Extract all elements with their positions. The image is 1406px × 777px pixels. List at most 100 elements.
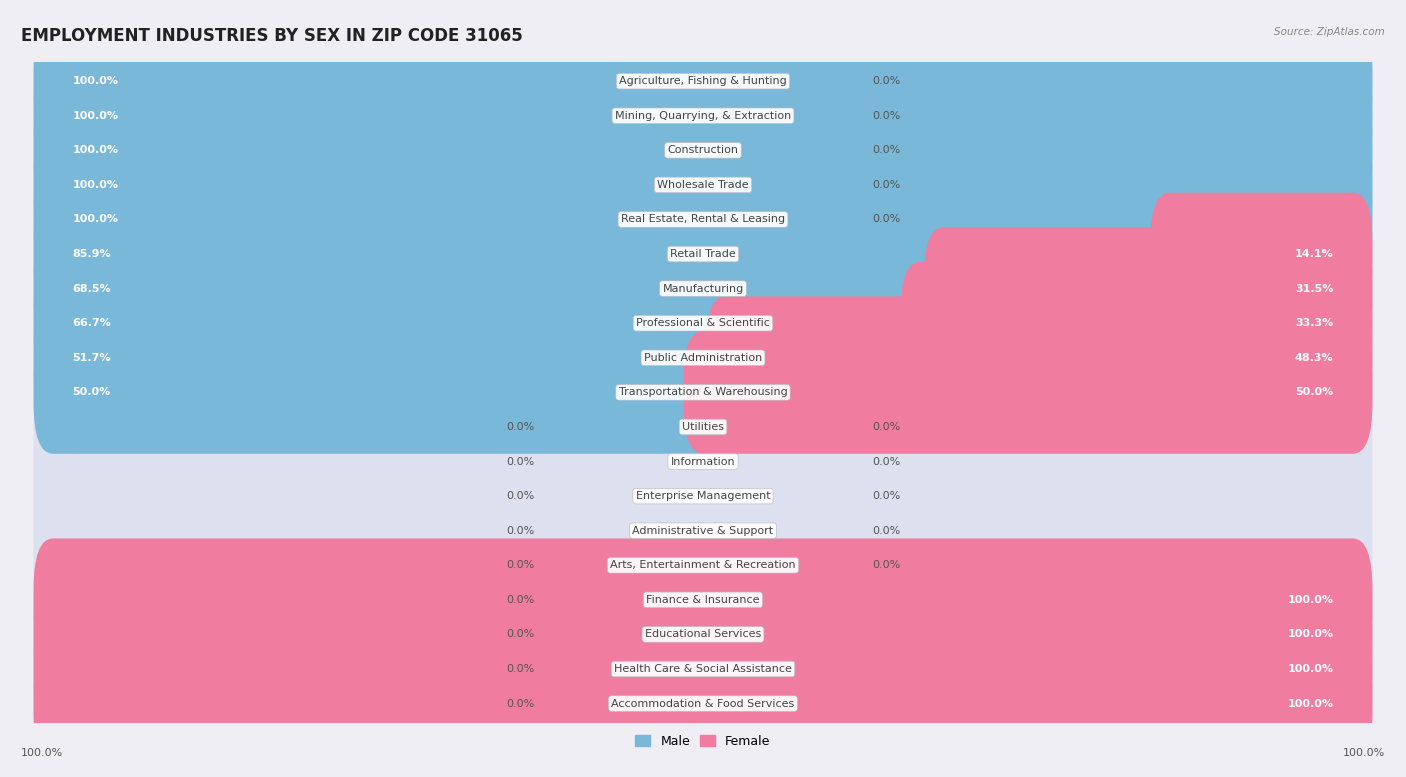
- FancyBboxPatch shape: [34, 193, 1189, 315]
- Text: 50.0%: 50.0%: [73, 388, 111, 397]
- FancyBboxPatch shape: [34, 538, 1372, 661]
- Text: 0.0%: 0.0%: [872, 111, 900, 120]
- FancyBboxPatch shape: [39, 446, 1367, 477]
- Text: 33.3%: 33.3%: [1295, 319, 1333, 328]
- Text: 0.0%: 0.0%: [506, 629, 534, 639]
- Text: 68.5%: 68.5%: [73, 284, 111, 294]
- Text: 50.0%: 50.0%: [1295, 388, 1333, 397]
- Text: Administrative & Support: Administrative & Support: [633, 526, 773, 535]
- FancyBboxPatch shape: [34, 228, 1372, 350]
- Text: Mining, Quarrying, & Extraction: Mining, Quarrying, & Extraction: [614, 111, 792, 120]
- FancyBboxPatch shape: [34, 573, 1372, 696]
- Text: Agriculture, Fishing & Hunting: Agriculture, Fishing & Hunting: [619, 76, 787, 86]
- FancyBboxPatch shape: [39, 204, 1367, 235]
- FancyBboxPatch shape: [39, 618, 1367, 650]
- Text: Transportation & Warehousing: Transportation & Warehousing: [619, 388, 787, 397]
- FancyBboxPatch shape: [39, 134, 1367, 166]
- FancyBboxPatch shape: [34, 262, 939, 385]
- Text: 100.0%: 100.0%: [1288, 699, 1333, 709]
- Text: Source: ZipAtlas.com: Source: ZipAtlas.com: [1274, 27, 1385, 37]
- Text: 0.0%: 0.0%: [872, 457, 900, 466]
- FancyBboxPatch shape: [39, 169, 1367, 200]
- Text: 85.9%: 85.9%: [73, 249, 111, 259]
- FancyBboxPatch shape: [34, 124, 1372, 246]
- Text: Finance & Insurance: Finance & Insurance: [647, 595, 759, 605]
- Text: 0.0%: 0.0%: [506, 560, 534, 570]
- FancyBboxPatch shape: [683, 331, 1372, 454]
- FancyBboxPatch shape: [34, 435, 1372, 558]
- Text: 100.0%: 100.0%: [73, 111, 118, 120]
- Text: 48.3%: 48.3%: [1295, 353, 1333, 363]
- Text: 0.0%: 0.0%: [506, 422, 534, 432]
- Text: Manufacturing: Manufacturing: [662, 284, 744, 294]
- Text: 0.0%: 0.0%: [506, 699, 534, 709]
- FancyBboxPatch shape: [39, 480, 1367, 512]
- FancyBboxPatch shape: [39, 411, 1367, 443]
- Text: 100.0%: 100.0%: [73, 145, 118, 155]
- FancyBboxPatch shape: [39, 239, 1367, 270]
- FancyBboxPatch shape: [39, 584, 1367, 615]
- FancyBboxPatch shape: [34, 400, 1372, 523]
- Text: 31.5%: 31.5%: [1295, 284, 1333, 294]
- Text: 100.0%: 100.0%: [21, 747, 63, 758]
- Text: Professional & Scientific: Professional & Scientific: [636, 319, 770, 328]
- Text: 14.1%: 14.1%: [1295, 249, 1333, 259]
- FancyBboxPatch shape: [34, 538, 1372, 661]
- Legend: Male, Female: Male, Female: [630, 730, 776, 753]
- Text: 100.0%: 100.0%: [1288, 664, 1333, 674]
- FancyBboxPatch shape: [34, 228, 963, 350]
- Text: 51.7%: 51.7%: [73, 353, 111, 363]
- FancyBboxPatch shape: [34, 573, 1372, 696]
- FancyBboxPatch shape: [34, 643, 1372, 765]
- Text: 0.0%: 0.0%: [872, 180, 900, 190]
- FancyBboxPatch shape: [39, 65, 1367, 97]
- Text: Utilities: Utilities: [682, 422, 724, 432]
- FancyBboxPatch shape: [34, 158, 1372, 280]
- Text: Retail Trade: Retail Trade: [671, 249, 735, 259]
- FancyBboxPatch shape: [34, 297, 1372, 419]
- Text: 0.0%: 0.0%: [872, 491, 900, 501]
- FancyBboxPatch shape: [34, 124, 1372, 246]
- Text: 0.0%: 0.0%: [872, 145, 900, 155]
- FancyBboxPatch shape: [39, 273, 1367, 305]
- Text: 0.0%: 0.0%: [506, 595, 534, 605]
- Text: Construction: Construction: [668, 145, 738, 155]
- FancyBboxPatch shape: [34, 297, 745, 419]
- Text: 100.0%: 100.0%: [1288, 629, 1333, 639]
- FancyBboxPatch shape: [34, 331, 723, 454]
- Text: 0.0%: 0.0%: [872, 526, 900, 535]
- FancyBboxPatch shape: [34, 158, 1372, 280]
- FancyBboxPatch shape: [39, 377, 1367, 408]
- FancyBboxPatch shape: [39, 342, 1367, 374]
- FancyBboxPatch shape: [924, 228, 1372, 350]
- FancyBboxPatch shape: [39, 653, 1367, 685]
- FancyBboxPatch shape: [34, 262, 1372, 385]
- FancyBboxPatch shape: [39, 308, 1367, 339]
- FancyBboxPatch shape: [706, 297, 1372, 419]
- Text: Information: Information: [671, 457, 735, 466]
- Text: Wholesale Trade: Wholesale Trade: [657, 180, 749, 190]
- Text: 0.0%: 0.0%: [506, 664, 534, 674]
- Text: 0.0%: 0.0%: [506, 526, 534, 535]
- FancyBboxPatch shape: [39, 549, 1367, 581]
- Text: 0.0%: 0.0%: [872, 560, 900, 570]
- FancyBboxPatch shape: [34, 54, 1372, 177]
- FancyBboxPatch shape: [34, 608, 1372, 730]
- Text: Arts, Entertainment & Recreation: Arts, Entertainment & Recreation: [610, 560, 796, 570]
- FancyBboxPatch shape: [39, 515, 1367, 546]
- Text: 0.0%: 0.0%: [872, 76, 900, 86]
- Text: 100.0%: 100.0%: [1288, 595, 1333, 605]
- FancyBboxPatch shape: [34, 19, 1372, 142]
- Text: 0.0%: 0.0%: [872, 214, 900, 225]
- FancyBboxPatch shape: [34, 54, 1372, 177]
- Text: 66.7%: 66.7%: [73, 319, 111, 328]
- FancyBboxPatch shape: [34, 89, 1372, 211]
- FancyBboxPatch shape: [34, 193, 1372, 315]
- Text: 0.0%: 0.0%: [506, 457, 534, 466]
- FancyBboxPatch shape: [1150, 193, 1372, 315]
- FancyBboxPatch shape: [39, 688, 1367, 720]
- Text: 0.0%: 0.0%: [506, 491, 534, 501]
- FancyBboxPatch shape: [34, 504, 1372, 627]
- FancyBboxPatch shape: [34, 89, 1372, 211]
- Text: Public Administration: Public Administration: [644, 353, 762, 363]
